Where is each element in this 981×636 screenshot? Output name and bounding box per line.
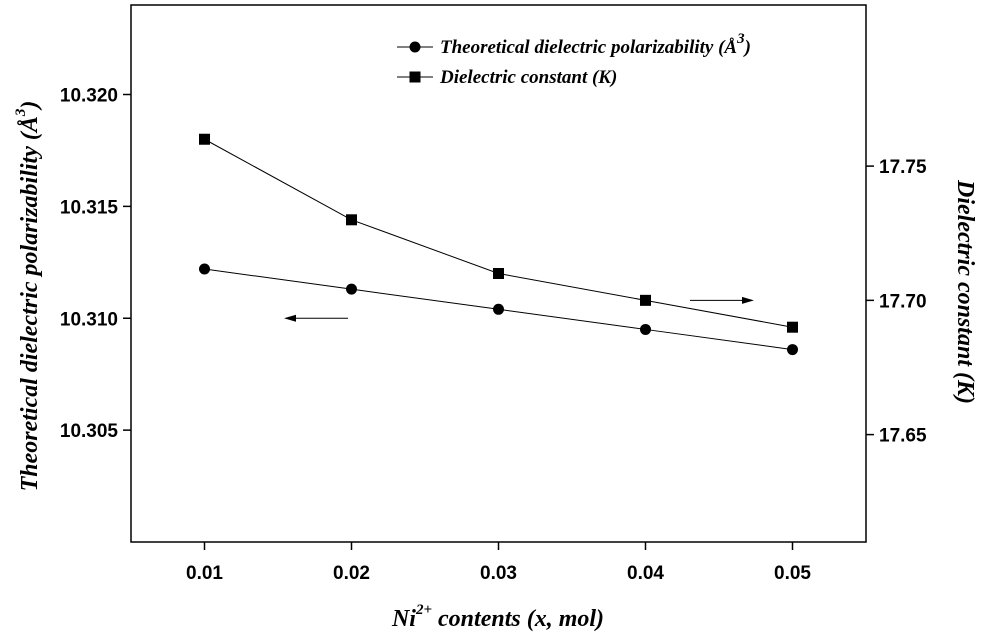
data-point-square <box>787 321 798 333</box>
data-point-circle <box>787 344 798 356</box>
data-point-circle <box>640 323 651 335</box>
series-line-square <box>204 138 793 328</box>
legend-label-part: 3 <box>736 31 745 47</box>
markers <box>199 133 798 356</box>
x-axis-title: Ni2+ contents (x, mol) <box>391 602 604 632</box>
legend-label: Dielectric constant (K) <box>439 67 617 88</box>
left-axis-title: Theoretical dielectric polarizability (Å… <box>13 101 43 492</box>
legend-label-part: ) <box>743 37 751 58</box>
legend-label-part: Å <box>723 37 737 58</box>
right-y-tick-label: 17.75 <box>879 157 927 178</box>
x-tick-label: 0.04 <box>627 563 664 584</box>
left-y-tick-label: 10.305 <box>60 421 119 442</box>
data-point-square <box>493 268 504 279</box>
right-axis-arrow-head <box>742 296 754 304</box>
left-axis-title-close: ) <box>17 101 43 111</box>
legend-marker-circle <box>409 41 421 53</box>
legend: Theoretical dielectric polarizability (Å… <box>397 31 751 88</box>
data-point-circle <box>493 303 504 315</box>
data-point-circle <box>199 263 210 275</box>
x-axis-title-sup: 2+ <box>415 602 432 618</box>
left-axis-title-unit: Å <box>17 116 43 134</box>
left-axis-arrow-head <box>284 314 296 322</box>
x-tick-label: 0.05 <box>774 563 811 584</box>
x-tick-label: 0.03 <box>480 563 517 584</box>
data-point-circle <box>346 283 357 295</box>
data-point-square <box>346 214 357 226</box>
annotations <box>284 296 754 322</box>
left-axis-title-main: Theoretical dielectric polarizability ( <box>17 130 43 491</box>
x-axis-title-main: Ni <box>391 606 416 632</box>
right-axis-title: Dielectric constant (K) <box>952 179 978 404</box>
right-y-tick-label: 17.70 <box>879 291 927 312</box>
ticks: 0.01 0.02 0.03 0.04 0.05 10.305 10.310 10.315 10… <box>60 86 927 585</box>
data-point-square <box>640 294 651 306</box>
legend-label-part: Dielectric constant (K) <box>439 67 617 88</box>
left-y-tick-label: 10.315 <box>60 197 119 218</box>
x-tick-label: 0.02 <box>333 563 370 584</box>
right-y-tick-label: 17.65 <box>879 426 927 447</box>
legend-label-part: Theoretical dielectric polarizability ( <box>440 37 726 58</box>
left-y-tick-label: 10.310 <box>60 309 118 330</box>
left-axis-title-sup: 3 <box>13 108 29 117</box>
data-point-square <box>199 133 210 145</box>
x-tick-label: 0.01 <box>186 563 223 584</box>
left-y-tick-label: 10.320 <box>60 86 118 107</box>
legend-marker-square <box>409 71 421 83</box>
x-axis-title-rest: contents (x, mol) <box>432 606 604 632</box>
legend-label: Theoretical dielectric polarizability (Å… <box>440 31 751 58</box>
